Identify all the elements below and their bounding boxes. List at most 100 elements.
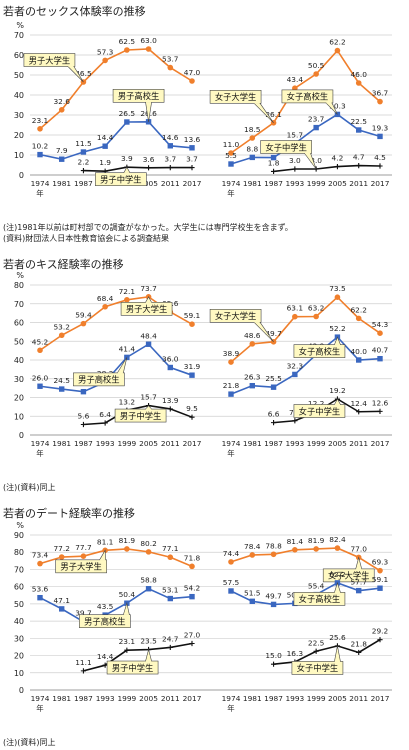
x-tick-label: 1987 [264,439,283,448]
data-label: 14.6 [162,133,179,142]
y-tick-label: 40 [14,617,24,626]
x-tick-label: 1993 [285,694,304,703]
data-point [270,551,277,558]
series-callout-text: 男子中学生 [112,663,154,673]
data-point [313,313,319,320]
data-point [228,161,234,167]
data-label: 11.1 [75,658,92,667]
y-unit-label: % [16,21,24,30]
data-point [292,166,298,172]
series-callout-pointer-mask [124,172,130,174]
data-point [356,127,362,133]
series-line [39,587,193,623]
data-label: 25.5 [265,374,282,383]
data-point [37,126,43,132]
data-label: 14.4 [97,133,114,142]
chart-note-date: (注)(資料)同上 [3,738,56,747]
series-callout-text: 女子大学生 [215,311,257,321]
y-tick-label: 40 [14,356,24,365]
x-tick-label: 1974 [31,439,50,448]
x-axis-suffix: 年 [227,704,235,713]
data-point [270,384,277,390]
x-tick-label: 1999 [307,179,326,188]
data-label: 73.5 [329,284,346,293]
data-label: 2.2 [78,158,90,167]
x-tick-label: 2011 [161,439,180,448]
data-label: 45.2 [32,337,48,346]
data-point [124,647,130,653]
series-callout-box [293,404,346,418]
x-axis-suffix: 年 [36,704,44,713]
series-callout-text: 女子大学生 [328,571,370,581]
data-point [377,567,383,574]
series-callout-pointer-mask [123,614,129,616]
series-line [273,639,381,665]
series-callout-text: 男子中学生 [120,411,162,421]
x-tick-label: 2017 [371,439,390,448]
data-label: 46.0 [350,70,367,79]
x-tick-label: 2017 [371,179,390,188]
data-label: 16.3 [287,649,304,658]
series-男子大学生: 23.1 32.6 46.5 57.3 62.5 63.0 53.7 47.0 男子大学生 [23,36,201,132]
data-label: 73.4 [32,551,49,560]
y-tick-label: 0 [19,171,24,180]
series-callout-box [112,89,165,103]
data-label: 13.9 [162,396,179,405]
series-callout-text: 女子中学生 [297,663,339,673]
series-callout-text: 男子高校生 [118,91,160,101]
series-callout-pointer-mask [145,301,152,303]
data-point [249,382,255,389]
data-label: 9.5 [186,404,198,413]
x-tick-label: 1993 [285,179,304,188]
data-point [58,554,65,560]
series-男子高校生: 53.6 47.1 39.7 43.5 50.4 58.8 53.1 54.2 男子高校生 [32,576,200,628]
x-tick-label: 1987 [74,694,93,703]
data-label: 81.4 [287,537,304,546]
data-label: 57.5 [223,578,240,587]
data-label: 26.1 [265,110,282,119]
data-label: 14.4 [97,652,114,661]
series-callout-text: 男子大学生 [126,304,168,314]
data-label: 53.7 [162,55,179,64]
data-point [313,124,319,131]
data-point [124,119,130,125]
data-label: 23.5 [140,637,157,646]
data-point [167,165,173,171]
data-label: 47.0 [184,68,201,77]
data-point [80,320,87,327]
y-tick-label: 0 [19,431,24,440]
data-point [145,46,152,52]
data-point [356,357,362,363]
data-point [334,164,341,170]
x-tick-label: 1993 [285,439,304,448]
data-label: 15.0 [265,651,282,660]
x-tick-label: 2011 [161,179,180,188]
data-point [270,420,277,426]
panel-male: 1974 1981 1987 1993 1999 2005 2011 2017 年 73.4 77.… [31,536,202,713]
data-label: 36.7 [372,89,389,98]
data-label: 41.4 [119,344,136,353]
series-callout-pointer-mask [100,559,106,561]
data-label: 5.6 [78,412,90,421]
data-label: 54.3 [372,320,389,329]
data-label: 3.7 [164,155,176,164]
y-tick-label: 70 [14,31,24,40]
x-tick-label: 1987 [264,179,283,188]
series-callout-box [73,372,125,387]
series-line [83,642,193,672]
data-point [356,587,362,594]
data-label: 82.4 [329,535,346,544]
x-tick-label: 1999 [117,439,136,448]
series-callout-pointer [334,645,341,662]
data-point [313,546,319,552]
data-label: 3.9 [121,154,133,163]
chart-title-kiss: 若者のキス経験率の推移 [3,258,124,271]
y-tick-label: 40 [14,91,24,100]
x-axis-suffix: 年 [227,449,235,458]
data-point [102,143,108,149]
data-point [249,598,255,605]
y-tick-label: 20 [14,394,24,403]
